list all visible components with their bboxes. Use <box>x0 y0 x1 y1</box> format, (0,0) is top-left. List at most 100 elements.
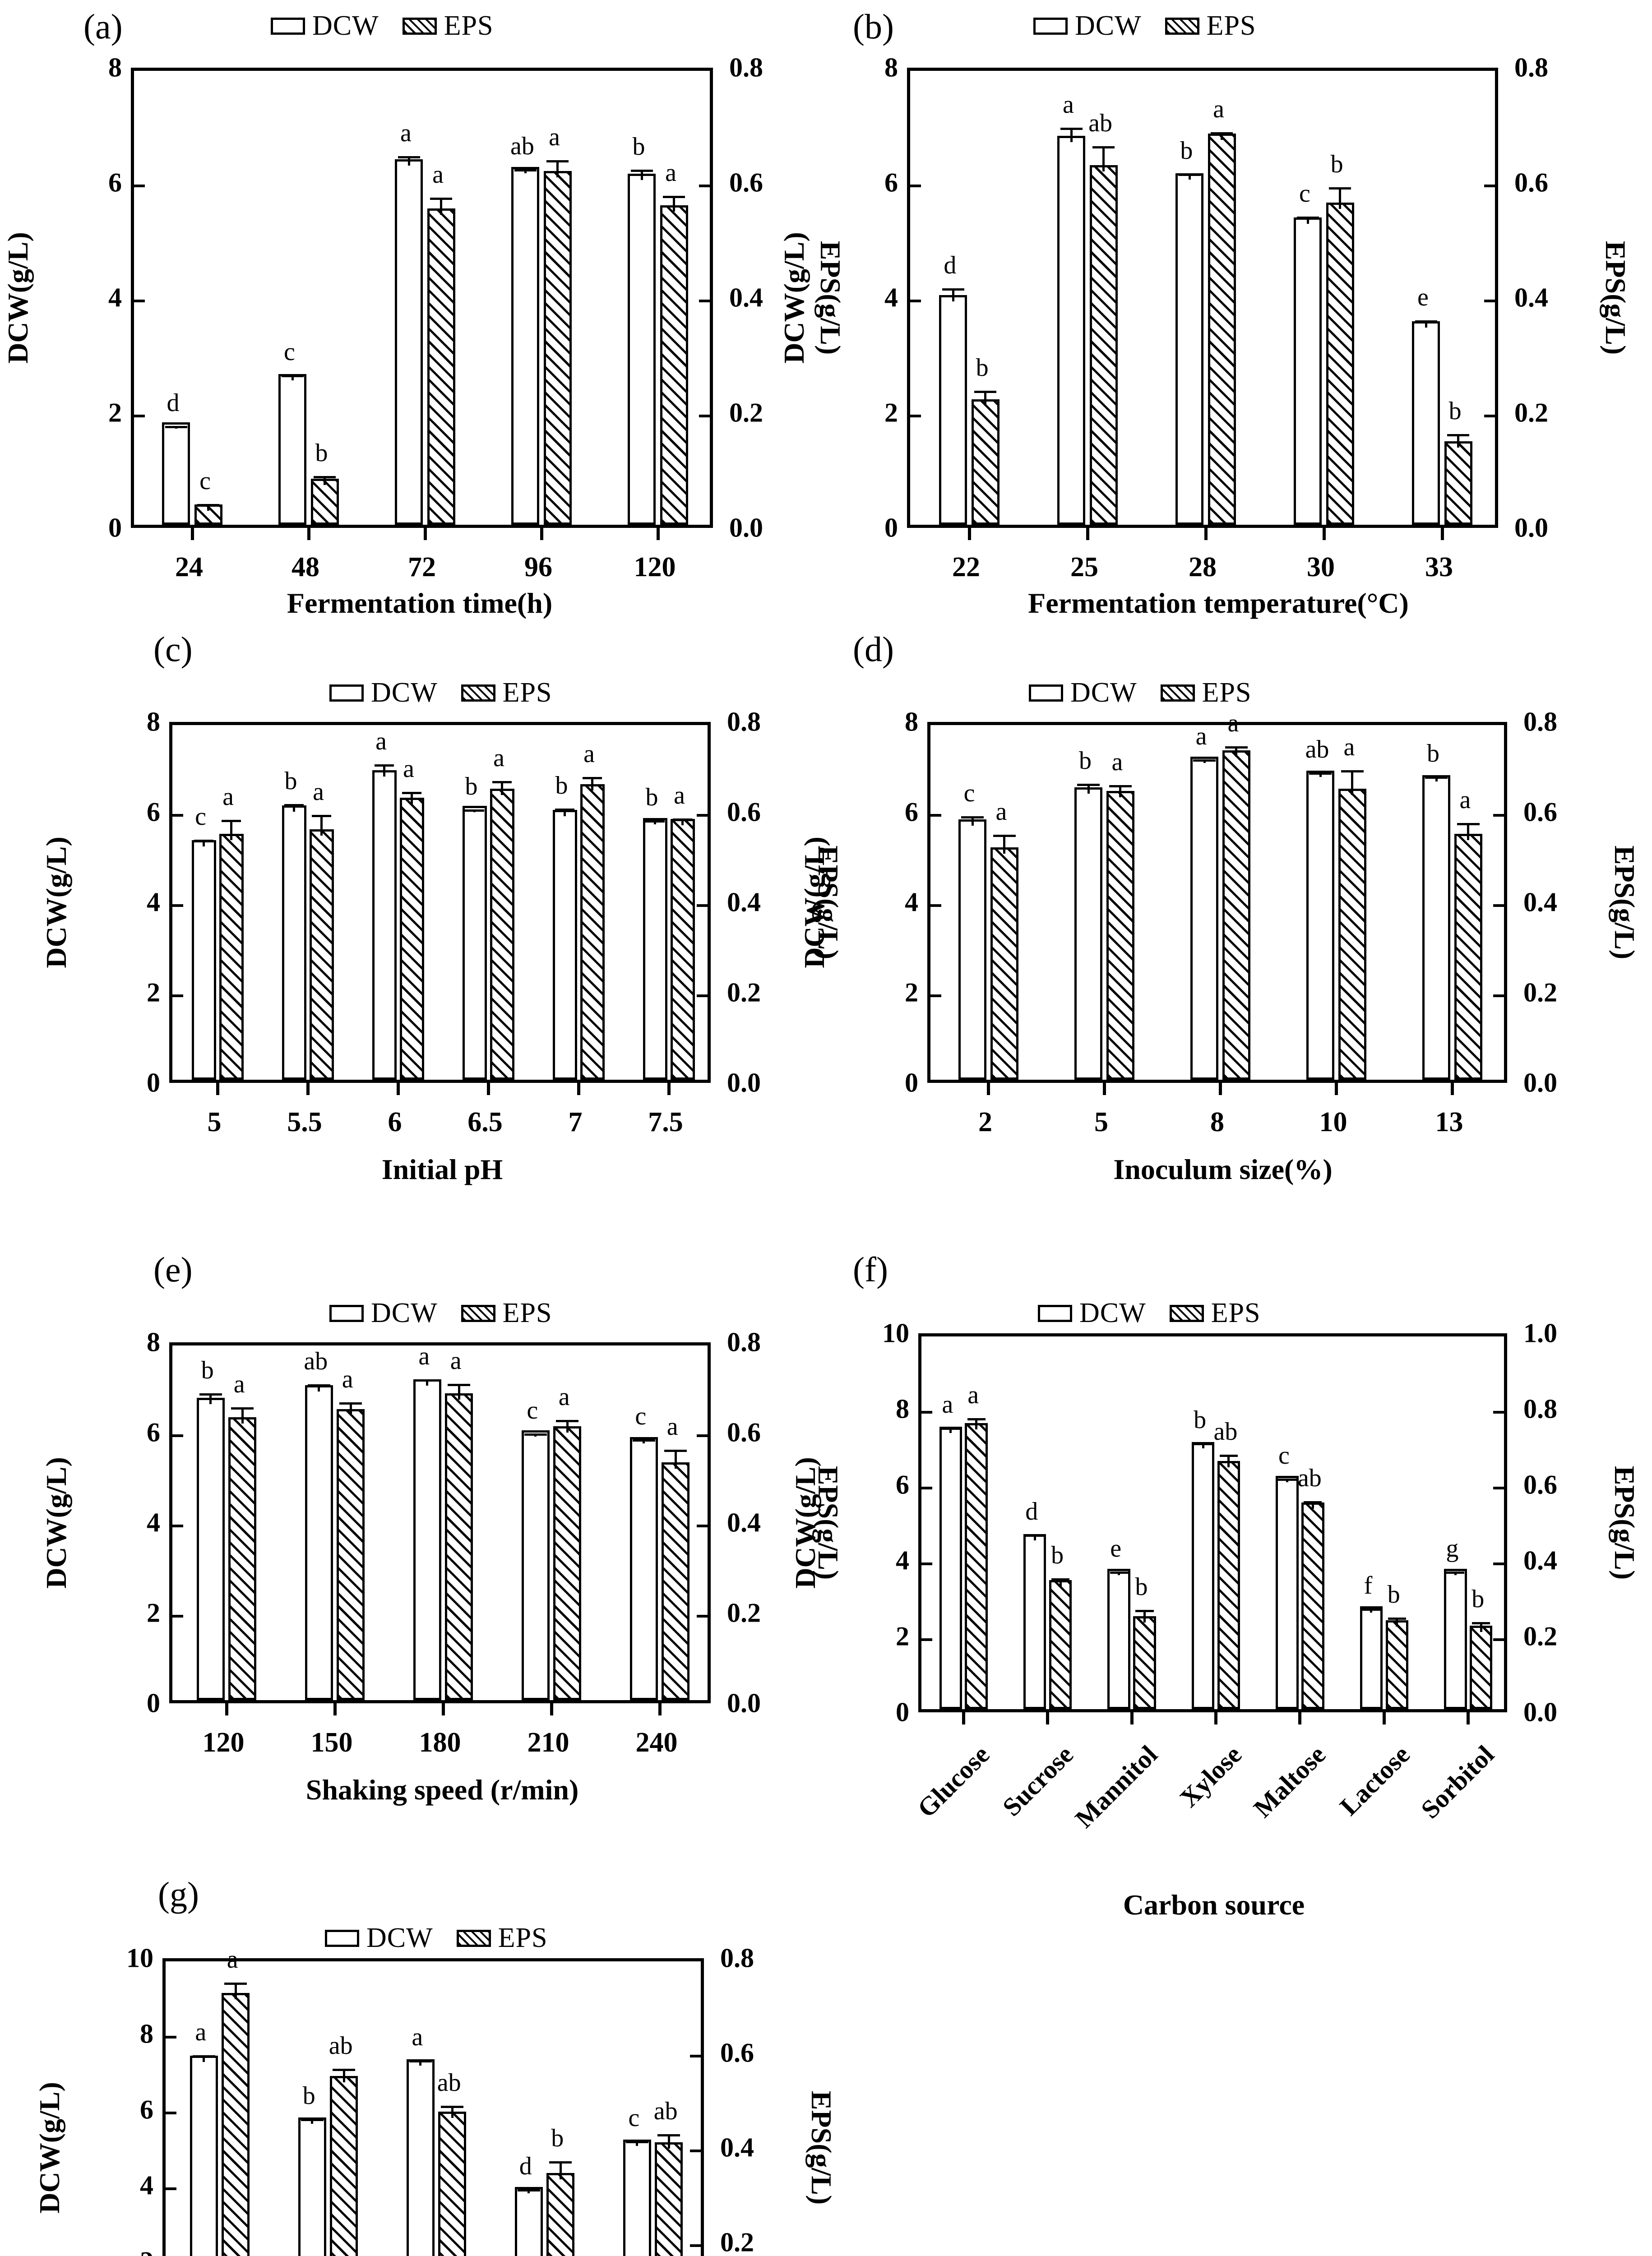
error-bar-cap <box>281 375 304 378</box>
y-tick-left <box>134 415 145 417</box>
eps-swatch-icon <box>461 1304 495 1322</box>
x-tick-label: 25 <box>1070 552 1098 582</box>
y-axis-label-left: 8 <box>884 52 898 83</box>
error-bar-cap <box>1060 128 1083 130</box>
error-bar <box>1235 746 1238 757</box>
significance-label: c <box>195 803 206 831</box>
bar-eps <box>1222 750 1250 1080</box>
y-tick-left <box>172 904 183 907</box>
error-bar-cap <box>1225 746 1248 749</box>
error-bar-cap <box>1194 1443 1212 1446</box>
legend-label-eps: EPS <box>1206 10 1256 41</box>
bar-dcw <box>1107 1569 1130 1709</box>
significance-label: b <box>645 783 658 811</box>
y-axis-label-right: 0.2 <box>1523 977 1557 1008</box>
y-axis-label-right: 0.6 <box>1523 797 1557 827</box>
error-bar-cap <box>448 1384 470 1386</box>
y-axis-label-left: 0 <box>884 513 898 543</box>
axis-title-left: DCW(g/L) <box>2 232 34 364</box>
legend-label-eps: EPS <box>1202 677 1252 708</box>
error-bar-cap <box>1425 777 1448 779</box>
axis-title-right: EPS(g/L) <box>1609 845 1641 960</box>
axis-title-x: Carbon source <box>1123 1889 1305 1921</box>
significance-label: c <box>1278 1442 1290 1470</box>
bar-dcw <box>1306 771 1334 1080</box>
x-tick-label: 6.5 <box>467 1107 503 1137</box>
x-tick-label: Glucose <box>911 1739 995 1823</box>
error-bar <box>1003 835 1006 854</box>
bar-dcw <box>282 805 306 1080</box>
legend-label-dcw: DCW <box>371 1298 438 1328</box>
y-axis-label-right: 0.4 <box>1514 282 1548 313</box>
error-bar-cap <box>974 390 997 393</box>
dcw-swatch-icon <box>271 17 305 35</box>
y-axis-label-left: 0 <box>147 1688 160 1718</box>
error-bar-cap <box>193 2055 215 2058</box>
bar-eps <box>1208 134 1236 525</box>
legend-entry-eps: EPS <box>1165 10 1256 42</box>
y-axis-label-left: 2 <box>884 398 898 428</box>
bar-dcw <box>1422 775 1450 1080</box>
error-bar-cap <box>284 804 304 806</box>
panel-label-c: (c) <box>153 629 193 669</box>
bar-dcw <box>939 295 967 525</box>
y-tick-right <box>1493 1638 1504 1641</box>
significance-label: a <box>313 778 324 806</box>
x-tick <box>1322 525 1326 540</box>
bar-dcw <box>623 2140 651 2256</box>
bar-eps <box>445 1393 473 1700</box>
significance-label: a <box>995 798 1007 826</box>
error-bar-cap <box>514 169 537 172</box>
significance-label: a <box>1459 786 1471 814</box>
error-bar <box>1396 1618 1398 1627</box>
legend-label-dcw: DCW <box>1070 677 1137 708</box>
y-axis-label-right: 0.2 <box>720 2227 754 2256</box>
significance-label: c <box>963 779 975 807</box>
bar-dcw <box>1444 1569 1467 1709</box>
legend-entry-eps: EPS <box>461 677 552 709</box>
panel-label-a: (a) <box>83 7 123 46</box>
error-bar-cap <box>662 195 685 198</box>
y-axis-label-right: 0.6 <box>720 2038 754 2068</box>
x-tick-label: 7.5 <box>648 1107 683 1137</box>
bar-dcw <box>1074 787 1102 1080</box>
error-bar-cap <box>555 809 575 811</box>
y-axis-label-left: 8 <box>140 2019 153 2049</box>
error-bar <box>383 764 385 777</box>
error-bar <box>1306 216 1309 224</box>
error-bar <box>1480 1622 1482 1632</box>
y-axis-label-left: 6 <box>896 1470 909 1500</box>
plot-inner <box>134 71 710 540</box>
panel-label-f: (f) <box>853 1250 888 1289</box>
bar-dcw <box>1360 1606 1383 1709</box>
y-axis-label-right: 0.8 <box>727 707 761 737</box>
y-axis-label-right: 0.8 <box>1523 1394 1557 1424</box>
bar-dcw <box>1175 173 1204 525</box>
significance-label: b <box>551 2124 564 2153</box>
error-bar <box>1070 128 1073 143</box>
significance-label: a <box>1213 95 1225 124</box>
error-bar-cap <box>1388 1618 1406 1620</box>
error-bar-cap <box>1219 1455 1238 1457</box>
error-bar <box>674 1450 677 1469</box>
significance-label: a <box>1062 91 1074 119</box>
y-tick-right <box>697 1434 708 1437</box>
error-bar-cap <box>1178 174 1201 176</box>
significance-label: b <box>1051 1541 1064 1569</box>
bar-dcw <box>190 2055 218 2256</box>
error-bar-cap <box>492 781 512 783</box>
error-bar <box>241 1407 244 1424</box>
error-bar <box>1102 146 1105 172</box>
x-tick-label: 8 <box>1210 1107 1224 1137</box>
error-bar-cap <box>313 476 336 478</box>
legend-b: DCW EPS <box>1033 10 1256 42</box>
y-axis-label-left: 6 <box>884 167 898 198</box>
x-tick <box>306 1080 310 1095</box>
bar-eps <box>543 171 572 525</box>
error-bar <box>342 2069 345 2082</box>
x-tick-label: 120 <box>634 552 676 582</box>
panel-label-d: (d) <box>853 629 894 669</box>
y-tick-right <box>697 1525 708 1527</box>
significance-label: b <box>632 133 645 161</box>
error-bar <box>291 375 294 380</box>
